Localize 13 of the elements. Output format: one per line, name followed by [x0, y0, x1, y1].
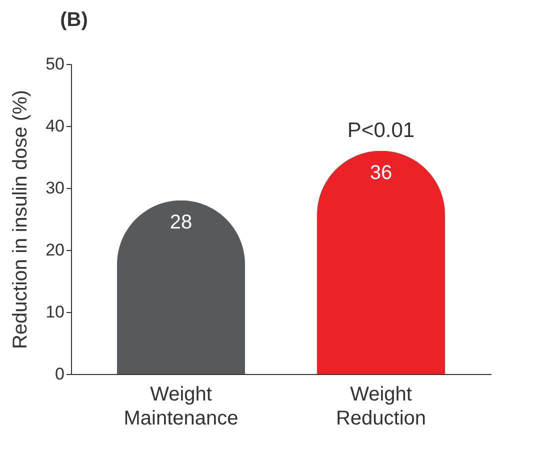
- y-tick-label: 30: [46, 178, 64, 198]
- y-tick-label: 50: [46, 54, 64, 74]
- data-label: 36: [370, 162, 392, 184]
- y-tick-label: 40: [46, 116, 64, 136]
- data-label: 28: [170, 211, 192, 234]
- x-tick-label: Weight Maintenance: [124, 384, 238, 430]
- annotation: P<0.01: [347, 118, 415, 142]
- y-axis-title: Reduction in insulin dose (%): [10, 90, 32, 350]
- y-tick-label: 0: [55, 364, 64, 384]
- chart-title: (B): [60, 9, 88, 31]
- y-tick-label: 10: [46, 302, 64, 322]
- x-tick-label: Weight Reduction: [336, 384, 426, 430]
- y-tick-label: 20: [46, 240, 64, 260]
